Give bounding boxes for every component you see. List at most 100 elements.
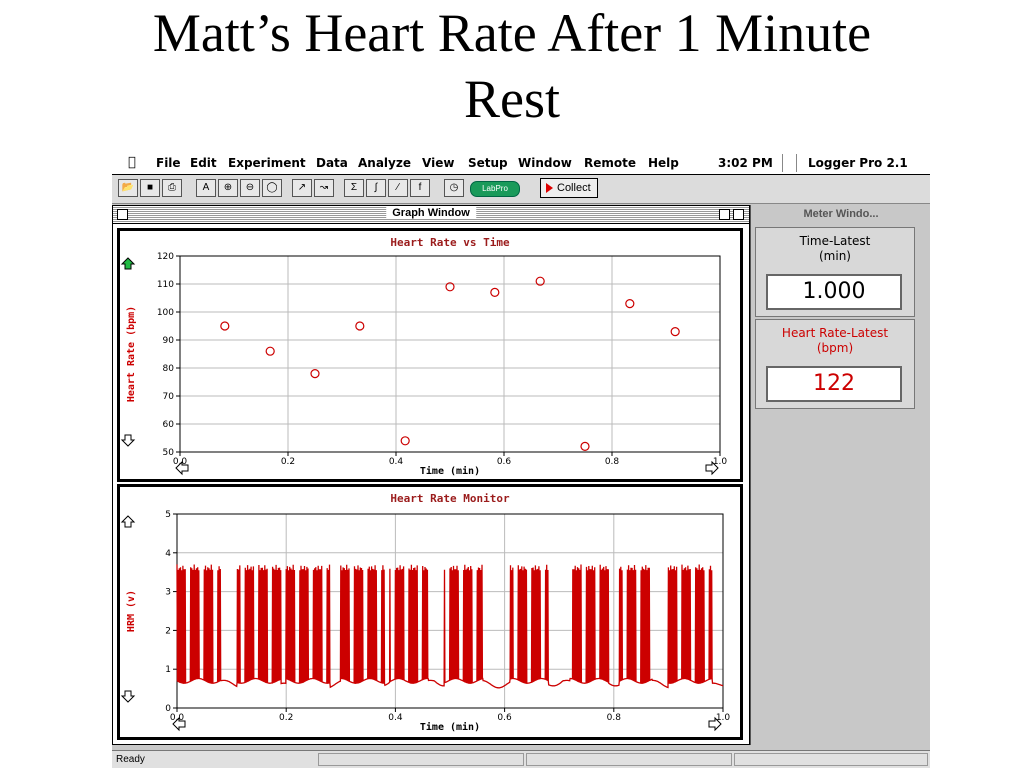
x-tick-label: 1.0 <box>713 457 728 467</box>
hrm-voltage-line <box>176 564 724 689</box>
data-point <box>355 321 365 331</box>
meter-label-name: Time-Latest <box>799 234 871 248</box>
heart-rate-vs-time-panel: Heart Rate vs Time 0.0 0.2 0.4 0.6 0.8 1.0 50 60… <box>117 228 743 482</box>
linear-fit-icon[interactable]: ∕ <box>388 179 408 197</box>
zoom-in-icon[interactable]: ⊕ <box>218 179 238 197</box>
apple-menu-icon[interactable]:  <box>128 155 136 170</box>
y-tick-label: 2 <box>165 626 171 636</box>
close-box-icon[interactable] <box>117 209 128 220</box>
scroll-up-arrow-icon[interactable] <box>120 257 136 270</box>
menu-view[interactable]: View <box>422 156 455 170</box>
menu-setup[interactable]: Setup <box>468 156 508 170</box>
data-point <box>265 346 275 356</box>
x-tick-label: 0.2 <box>281 457 295 467</box>
heart-rate-latest-meter: Heart Rate-Latest (bpm) 122 <box>755 319 915 409</box>
labpro-interface-button[interactable]: LabPro <box>470 181 520 197</box>
chart-title: Heart Rate Monitor <box>390 492 510 505</box>
zoom-box-icon[interactable] <box>719 209 730 220</box>
meter-window-title[interactable]: Meter Windo... <box>803 208 879 220</box>
scroll-right-arrow-icon[interactable] <box>708 716 722 732</box>
heart-rate-latest-value: 122 <box>766 366 902 402</box>
x-tick-label: 0.8 <box>605 457 620 467</box>
status-segment <box>526 753 732 766</box>
menu-file[interactable]: File <box>156 156 181 170</box>
menu-data[interactable]: Data <box>316 156 348 170</box>
statistics-icon[interactable]: Σ <box>344 179 364 197</box>
status-segment <box>734 753 928 766</box>
x-tick-label: 0.4 <box>389 457 404 467</box>
collect-button-label: Collect <box>557 182 591 194</box>
scroll-up-arrow-icon[interactable] <box>120 515 136 528</box>
x-tick-label: 0.4 <box>388 713 403 723</box>
tangent-icon[interactable]: ↝ <box>314 179 334 197</box>
curve-fit-icon[interactable]: f <box>410 179 430 197</box>
x-tick-label: 1.0 <box>716 713 731 723</box>
x-tick-label: 0.0 <box>173 457 188 467</box>
save-icon[interactable]: ■ <box>140 179 160 197</box>
y-tick-label: 70 <box>163 392 175 402</box>
meter-label-name: Heart Rate-Latest <box>781 326 889 340</box>
time-latest-value: 1.000 <box>766 274 902 310</box>
menu-help[interactable]: Help <box>648 156 679 170</box>
collapse-box-icon[interactable] <box>733 209 744 220</box>
x-tick-label: 0.6 <box>497 457 512 467</box>
menu-edit[interactable]: Edit <box>190 156 217 170</box>
meter-label-unit: (bpm) <box>816 341 854 355</box>
data-point <box>535 276 545 286</box>
chart-title: Heart Rate vs Time <box>390 236 510 249</box>
status-bar: Ready <box>112 750 930 768</box>
examine-icon[interactable]: ↗ <box>292 179 312 197</box>
scroll-left-arrow-icon[interactable] <box>175 460 189 476</box>
undo-zoom-icon[interactable]: ◯ <box>262 179 282 197</box>
heart-rate-vs-time-chart: Heart Rate vs Time 0.0 0.2 0.4 0.6 0.8 1.0 50 60… <box>120 236 728 477</box>
data-point <box>580 441 590 451</box>
data-point <box>490 287 500 298</box>
y-tick-label: 80 <box>163 364 175 374</box>
integral-icon[interactable]: ∫ <box>366 179 386 197</box>
scroll-down-arrow-icon[interactable] <box>120 434 136 447</box>
menu-experiment[interactable]: Experiment <box>228 156 306 170</box>
zoom-out-icon[interactable]: ⊖ <box>240 179 260 197</box>
data-collection-clock-icon[interactable]: ◷ <box>444 179 464 197</box>
time-latest-meter: Time-Latest (min) 1.000 <box>755 227 915 317</box>
menu-clock: 3:02 PM <box>718 156 773 170</box>
y-tick-label: 3 <box>165 588 171 598</box>
y-axis-label: HRM (v) <box>126 590 137 632</box>
menu-divider <box>782 154 783 172</box>
y-tick-label: 5 <box>165 510 171 520</box>
meter-label: Heart Rate-Latest (bpm) <box>756 326 914 356</box>
autoscale-icon[interactable]: A <box>196 179 216 197</box>
scroll-down-arrow-icon[interactable] <box>120 690 136 703</box>
print-icon[interactable]: ⎙ <box>162 179 182 197</box>
toolbar: 📂 ■ ⎙ A ⊕ ⊖ ◯ ↗ ↝ Σ ∫ ∕ f ◷ LabPro Colle… <box>112 175 930 204</box>
collect-button[interactable]: Collect <box>540 178 598 198</box>
y-tick-label: 90 <box>163 336 175 346</box>
heart-rate-monitor-chart: Heart Rate Monitor 0.0 0.2 0.4 0.6 0.8 1.0 0 1 2 3… <box>120 492 731 733</box>
slide-title: Matt’s Heart Rate After 1 Minute Rest <box>0 0 1024 132</box>
menu-window[interactable]: Window <box>518 156 572 170</box>
application-menu[interactable]: Logger Pro 2.1 <box>808 156 908 170</box>
plot-area <box>179 255 721 453</box>
play-icon <box>546 183 553 193</box>
meter-label-unit: (min) <box>819 249 851 263</box>
open-folder-icon[interactable]: 📂 <box>118 179 138 197</box>
y-tick-label: 100 <box>157 308 174 318</box>
status-segment <box>318 753 524 766</box>
x-tick-label: 0.6 <box>497 713 512 723</box>
graph-window: Graph Window Heart Rate vs Time 0.0 0.2 0.4… <box>112 205 750 745</box>
y-tick-label: 110 <box>157 280 174 290</box>
meter-window: Meter Windo... Time-Latest (min) 1.000 H… <box>750 205 930 745</box>
slide-title-line1: Matt’s Heart Rate After 1 Minute <box>152 3 872 63</box>
graph-window-titlebar[interactable]: Graph Window <box>113 206 749 224</box>
menu-remote[interactable]: Remote <box>584 156 637 170</box>
menu-bar:  File Edit Experiment Data Analyze View… <box>112 152 930 175</box>
scroll-right-arrow-icon[interactable] <box>705 460 719 476</box>
menu-analyze[interactable]: Analyze <box>358 156 411 170</box>
heart-rate-monitor-panel: Heart Rate Monitor 0.0 0.2 0.4 0.6 0.8 1.0 0 1 2 3… <box>117 484 743 740</box>
data-point <box>445 282 455 292</box>
scroll-left-arrow-icon[interactable] <box>172 716 186 732</box>
data-point <box>670 326 680 337</box>
data-point <box>625 298 635 309</box>
x-axis-label: Time (min) <box>420 721 480 733</box>
y-tick-label: 0 <box>165 704 171 714</box>
